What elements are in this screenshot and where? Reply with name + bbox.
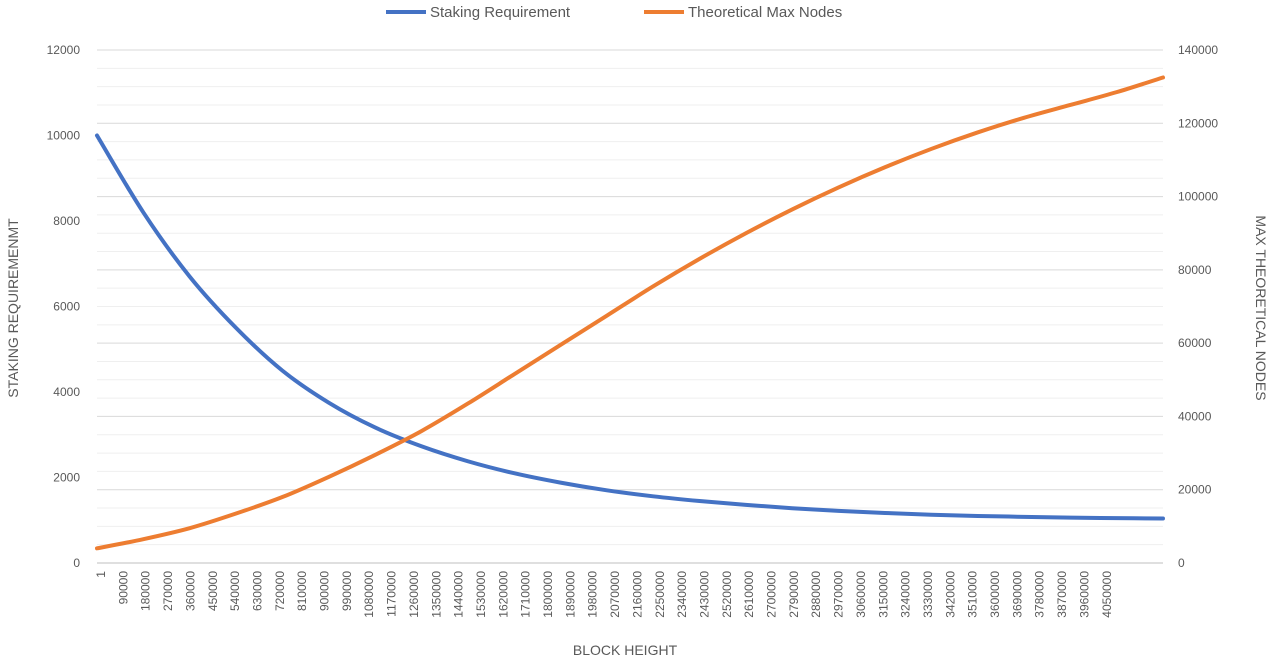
x-tick-label: 2970000 [832,571,846,618]
x-tick-label: 2880000 [809,571,823,618]
right-y-tick-label: 80000 [1178,263,1212,277]
legend-label-staking: Staking Requirement [430,4,571,21]
x-tick-label: 3870000 [1055,571,1069,618]
x-tick-label: 2520000 [720,571,734,618]
x-tick-label: 1440000 [452,571,466,618]
x-tick-label: 1350000 [429,571,443,618]
x-tick-label: 1980000 [586,571,600,618]
x-axis-title: BLOCK HEIGHT [573,642,678,658]
x-tick-label: 3060000 [854,571,868,618]
x-tick-label: 810000 [295,571,309,611]
left-y-tick-label: 8000 [53,214,80,228]
x-tick-label: 4050000 [1100,571,1114,618]
right-y-tick-label: 100000 [1178,190,1218,204]
series-lines [95,75,1165,551]
left-axis-title: STAKING REQUIREMENMT [5,218,21,398]
x-tick-label: 720000 [273,571,287,611]
legend: Staking Requirement Theoretical Max Node… [386,4,842,21]
x-tick-label: 1 [94,571,108,578]
x-tick-label: 1890000 [563,571,577,618]
x-tick-label: 3420000 [943,571,957,618]
left-y-tick-label: 6000 [53,300,80,314]
x-tick-label: 1620000 [496,571,510,618]
x-tick-label: 3150000 [876,571,890,618]
left-y-tick-label: 2000 [53,471,80,485]
right-axis-title: MAX THEORETICAL NODES [1253,215,1269,400]
x-tick-label: 3600000 [988,571,1002,618]
x-tick-label: 90000 [116,571,130,605]
x-tick-label: 3960000 [1077,571,1091,618]
x-tick-label: 3690000 [1010,571,1024,618]
x-tick-label: 1800000 [541,571,555,618]
x-tick-label: 180000 [139,571,153,611]
x-tick-label: 3510000 [966,571,980,618]
right-y-tick-label: 20000 [1178,483,1212,497]
x-tick-label: 450000 [206,571,220,611]
x-tick-label: 2070000 [608,571,622,618]
gridlines [97,49,1163,564]
x-tick-label: 630000 [250,571,264,611]
x-tick-label: 2610000 [742,571,756,618]
left-y-tick-label: 4000 [53,385,80,399]
x-tick-label: 2340000 [675,571,689,618]
x-tick-label: 1170000 [385,571,399,617]
legend-label-max-nodes: Theoretical Max Nodes [688,4,842,21]
x-tick-label: 360000 [183,571,197,611]
x-tick-label: 900000 [318,571,332,611]
x-tick-label: 1710000 [519,571,533,618]
right-y-tick-label: 0 [1178,556,1185,570]
x-tick-label: 1080000 [362,571,376,618]
x-axis: 1 90000 180000 270000 360000 450000 540000 6300… [94,571,1114,618]
x-tick-label: 2790000 [787,571,801,618]
left-y-tick-label: 0 [73,556,80,570]
left-y-tick-label: 12000 [47,43,81,57]
x-tick-label: 1260000 [407,571,421,618]
x-tick-label: 2160000 [630,571,644,618]
x-tick-label: 2700000 [765,571,779,618]
x-tick-label: 2250000 [653,571,667,618]
right-y-tick-label: 140000 [1178,43,1218,57]
x-tick-label: 540000 [228,571,242,611]
right-y-tick-label: 40000 [1178,409,1212,423]
x-tick-label: 3780000 [1033,571,1047,618]
staking-requirement-line [95,133,1165,521]
left-y-tick-label: 10000 [47,129,81,143]
x-tick-label: 2430000 [697,571,711,618]
x-tick-label: 270000 [161,571,175,611]
x-tick-label: 1530000 [474,571,488,618]
left-y-axis: 0 2000 4000 6000 8000 10000 12000 [47,43,81,570]
x-tick-label: 3330000 [921,571,935,618]
right-y-axis: 0 20000 40000 60000 80000 100000 120000 140000 [1178,43,1218,570]
x-tick-label: 3240000 [899,571,913,618]
right-y-tick-label: 60000 [1178,336,1212,350]
theoretical-max-nodes-line [95,75,1165,551]
right-y-tick-label: 120000 [1178,116,1218,130]
x-tick-label: 990000 [340,571,354,611]
